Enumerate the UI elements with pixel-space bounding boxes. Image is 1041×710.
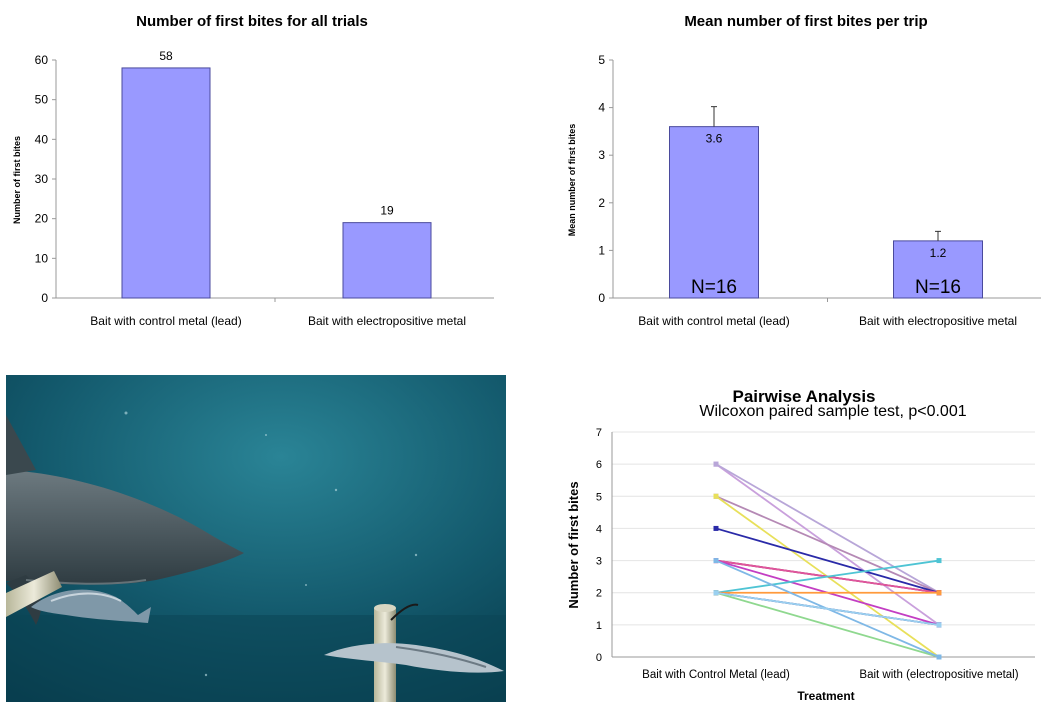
y-tick-label: 5 (598, 53, 605, 67)
y-tick-label: 0 (598, 291, 605, 305)
y-tick-label: 6 (596, 459, 602, 471)
series-line (715, 495, 940, 594)
chart-title: Number of first bites for all trials (136, 13, 368, 30)
y-tick-label: 0 (596, 652, 602, 664)
y-tick-label: 1 (598, 243, 605, 257)
y-tick-label: 50 (35, 93, 49, 107)
x-tick-label: Bait with (electropositive metal) (859, 669, 1018, 681)
chart-title: Pairwise Analysis (732, 387, 875, 406)
n-label: N=16 (691, 277, 737, 298)
series-line (715, 559, 940, 594)
bar (342, 222, 432, 299)
series-point (713, 558, 719, 564)
y-axis-label: Number of first bites (566, 481, 581, 608)
y-tick-label: 2 (596, 588, 602, 600)
y-axis-label: Number of first bites (12, 136, 22, 224)
series-point (936, 654, 942, 660)
series-line (715, 527, 940, 594)
bars: 58 19 (121, 49, 432, 299)
x-tick-label: Bait with electropositive metal (308, 314, 466, 328)
y-tick-label: 3 (596, 556, 602, 568)
bars: 3.6 N=16 1.2 N=16 (669, 106, 983, 299)
chart-pairwise-analysis: Pairwise Analysis Wilcoxon paired sample… (520, 378, 1041, 705)
data-label: 19 (380, 204, 394, 218)
x-tick-label: Bait with Control Metal (lead) (642, 669, 790, 681)
x-tick-label: Bait with control metal (lead) (638, 314, 789, 328)
y-tick-label: 3 (598, 148, 605, 162)
data-label: 1.2 (930, 246, 947, 260)
y-tick-label: 20 (35, 212, 49, 226)
series-point (713, 493, 719, 499)
y-tick-label: 60 (35, 53, 49, 67)
y-tick-label: 0 (41, 291, 48, 305)
data-label: 58 (159, 49, 173, 63)
x-tick-label: Bait with electropositive metal (859, 314, 1017, 328)
series-lines (713, 461, 942, 660)
bar (669, 126, 759, 299)
baitfish-icon (324, 643, 504, 673)
x-axis-label: Treatment (797, 689, 854, 703)
series-line (715, 591, 940, 626)
series-line (715, 463, 940, 594)
metal-rod-icon (6, 571, 62, 617)
y-tick-label: 5 (596, 491, 602, 503)
photo-svg (6, 375, 506, 702)
y-tick-label: 4 (598, 101, 605, 115)
series-point (936, 622, 942, 628)
data-label: 3.6 (706, 132, 723, 146)
y-tick-label: 2 (598, 196, 605, 210)
y-tick-label: 7 (596, 427, 602, 439)
y-tick-label: 4 (596, 523, 602, 535)
bar (121, 67, 211, 299)
chart-total-first-bites: Number of first bites for all trials Num… (0, 0, 520, 345)
chart-mean-first-bites-svg: Mean number of first bites per trip Mean… (567, 13, 1041, 328)
underwater-shark-photo (6, 375, 506, 702)
baitfish-icon (31, 589, 151, 623)
axes: 0 10 20 30 40 50 60 Bait with control metal (le… (35, 53, 494, 328)
shark-silhouette-icon (6, 415, 244, 625)
y-tick-label: 30 (35, 172, 49, 186)
series-point (936, 590, 942, 596)
bar (893, 240, 983, 299)
series-point (936, 558, 942, 564)
series-line (715, 591, 940, 658)
series-point (713, 461, 719, 467)
series-point (713, 525, 719, 531)
y-tick-label: 1 (596, 620, 602, 632)
y-tick-label: 10 (35, 251, 49, 265)
chart-total-first-bites-svg: Number of first bites for all trials Num… (12, 13, 494, 328)
chart-mean-first-bites: Mean number of first bites per trip Mean… (520, 0, 1041, 345)
chart-subtitle: Wilcoxon paired sample test, p<0.001 (699, 403, 966, 420)
x-tick-label: Bait with control metal (lead) (90, 314, 241, 328)
y-tick-label: 40 (35, 132, 49, 146)
series-point (713, 590, 719, 596)
chart-pairwise-analysis-svg: Pairwise Analysis Wilcoxon paired sample… (566, 387, 1035, 703)
y-axis-label: Mean number of first bites (567, 124, 577, 237)
n-label: N=16 (915, 277, 961, 298)
chart-title: Mean number of first bites per trip (684, 13, 927, 30)
gridlines: 0 1 2 3 4 5 6 7 Bait with Control Metal (lead) Ba… (596, 427, 1035, 681)
